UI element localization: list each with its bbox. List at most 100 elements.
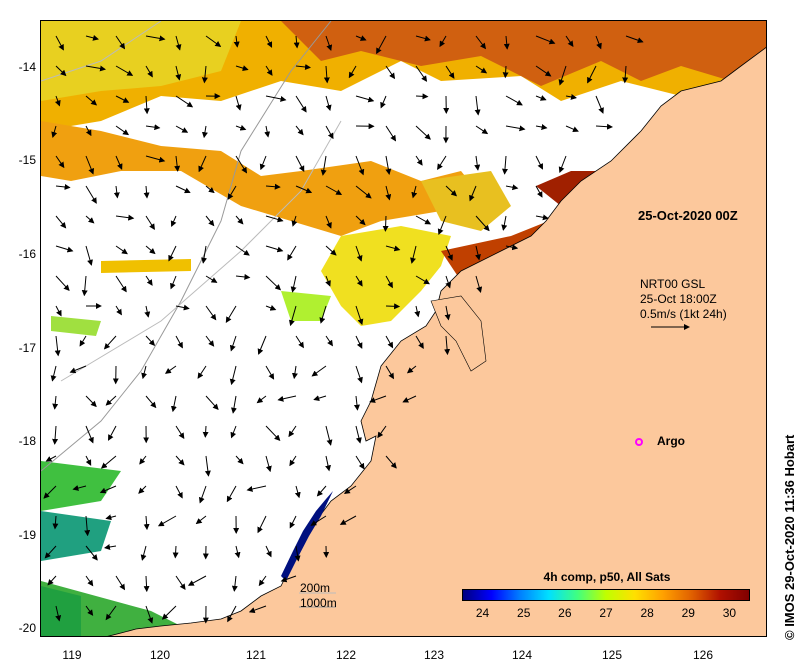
current-arrow [437,155,447,170]
current-arrow [475,35,487,50]
current-arrow [205,275,218,283]
current-arrow [52,425,59,445]
current-arrow [406,365,417,374]
current-arrow [258,575,267,587]
credit-label: © IMOS 29-Oct-2020 11:36 Hobart [782,434,797,640]
current-arrow [264,125,271,138]
current-arrow [469,185,477,202]
current-arrow [265,365,275,380]
current-arrow [175,455,185,466]
current-arrow [410,245,417,264]
current-arrow [535,35,556,45]
current-arrow [475,245,481,261]
current-arrow [145,124,161,131]
lon-label-120: 120 [149,648,171,662]
current-arrow [143,185,150,199]
current-arrow [145,215,155,230]
current-arrow [348,65,357,79]
current-arrow [587,65,597,84]
colorbar-tick-26: 26 [558,606,572,620]
argo-marker-icon[interactable] [635,438,643,446]
current-arrow [265,455,272,473]
current-arrow [145,65,153,78]
current-arrow [535,214,549,221]
current-arrow [175,125,189,133]
current-arrow [140,545,147,561]
current-arrow [265,245,284,253]
current-arrow [235,124,247,131]
current-arrow [257,335,267,355]
current-arrow [325,95,332,112]
current-arrow [175,65,182,81]
current-arrow [289,515,297,529]
current-arrow [108,425,117,441]
colorbar-title: 4h comp, p50, All Sats [543,570,671,584]
current-arrow [230,395,237,414]
current-arrow [265,305,277,311]
current-arrow [385,303,401,310]
current-arrow [415,93,429,100]
current-arrow [54,335,61,357]
colorbar-tick-24: 24 [475,606,490,620]
colorbar-tick-27: 27 [599,606,613,620]
current-arrow [257,515,267,534]
current-arrow [293,35,300,49]
current-arrow [85,65,106,72]
current-arrow [55,605,62,622]
current-arrow [175,304,190,311]
current-arrow [265,65,273,76]
current-arrow [115,95,130,103]
current-arrow [355,275,363,287]
current-arrow [195,515,207,525]
current-arrow [201,245,207,264]
current-arrow [311,365,327,377]
current-arrow [535,65,552,77]
current-arrow [415,215,432,225]
current-arrow [115,155,123,170]
current-arrow [170,215,177,228]
current-arrow [85,455,92,466]
current-arrow [225,305,237,323]
current-arrow [380,95,387,109]
current-arrow [294,485,301,499]
current-arrow [437,215,447,236]
current-arrow [205,305,217,321]
current-arrow [355,455,365,470]
current-arrow [175,425,185,440]
current-arrow [55,155,65,169]
lon-label-125: 125 [601,648,623,662]
current-arrow [445,65,455,79]
current-arrow [505,244,519,251]
current-arrow [115,125,130,136]
current-arrow [325,275,331,287]
current-arrow [325,185,343,195]
current-arrow [277,395,297,402]
current-arrow [233,35,240,48]
current-arrow [295,155,305,172]
current-arrow [164,365,177,374]
current-arrow [535,155,543,170]
current-arrow [415,335,424,349]
current-arrow [227,605,237,623]
current-arrow [235,65,249,71]
current-arrow [323,65,330,84]
current-arrow [376,35,387,55]
current-arrow [355,215,366,226]
current-arrow [385,335,394,349]
map-panel[interactable] [40,20,767,637]
current-arrow [115,575,126,591]
current-arrow [248,605,267,614]
current-arrow [385,185,392,201]
current-arrow [202,425,209,438]
current-arrow [474,95,481,116]
current-arrow [622,65,629,84]
current-arrow [54,95,61,107]
current-arrow [355,245,363,262]
current-arrow [145,335,156,346]
colorbar-tick-28: 28 [640,606,654,620]
current-arrow [175,485,183,499]
current-arrow [175,95,194,108]
current-arrow [113,185,120,199]
current-arrow [235,273,251,280]
current-arrow [81,275,88,297]
